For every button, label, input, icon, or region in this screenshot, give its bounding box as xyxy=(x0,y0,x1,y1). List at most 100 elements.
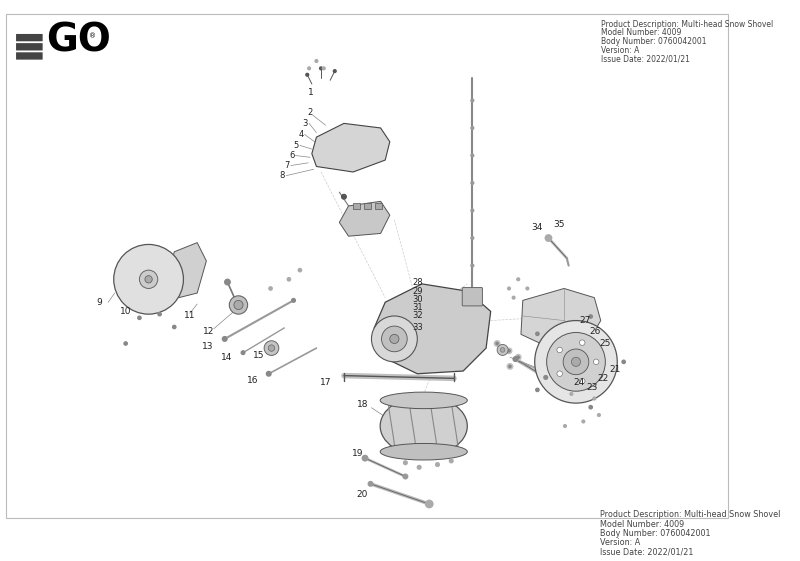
Circle shape xyxy=(570,393,573,396)
Circle shape xyxy=(507,364,513,369)
Circle shape xyxy=(515,355,521,360)
Circle shape xyxy=(582,420,585,423)
Text: 5: 5 xyxy=(294,141,299,150)
Circle shape xyxy=(471,182,474,185)
Circle shape xyxy=(225,279,230,285)
Circle shape xyxy=(403,461,407,465)
Text: 32: 32 xyxy=(412,311,422,320)
Circle shape xyxy=(390,334,399,343)
Circle shape xyxy=(298,269,302,272)
Circle shape xyxy=(471,127,474,130)
Circle shape xyxy=(579,340,585,346)
Circle shape xyxy=(509,365,511,367)
Text: Issue Date: 2022/01/21: Issue Date: 2022/01/21 xyxy=(601,54,690,63)
Circle shape xyxy=(268,345,274,351)
Circle shape xyxy=(266,371,271,376)
Text: 20: 20 xyxy=(357,490,368,499)
Circle shape xyxy=(512,296,515,299)
Text: 30: 30 xyxy=(412,295,422,304)
Circle shape xyxy=(124,342,127,345)
Circle shape xyxy=(536,388,539,392)
Circle shape xyxy=(517,356,519,358)
Circle shape xyxy=(230,296,248,314)
Circle shape xyxy=(306,73,309,76)
Polygon shape xyxy=(374,284,490,374)
Text: ®: ® xyxy=(89,34,96,39)
Circle shape xyxy=(368,481,373,486)
Circle shape xyxy=(342,195,346,199)
Circle shape xyxy=(564,425,566,427)
Circle shape xyxy=(418,466,421,469)
Circle shape xyxy=(589,315,592,318)
Text: 21: 21 xyxy=(610,365,621,374)
Text: 34: 34 xyxy=(531,223,542,232)
Bar xyxy=(353,203,361,209)
Circle shape xyxy=(513,357,518,361)
Circle shape xyxy=(114,245,183,314)
Text: Version: A: Version: A xyxy=(600,538,641,547)
Circle shape xyxy=(471,154,474,157)
Text: 22: 22 xyxy=(597,374,608,383)
Circle shape xyxy=(334,70,336,72)
Circle shape xyxy=(508,350,510,352)
Circle shape xyxy=(546,333,606,391)
Circle shape xyxy=(403,474,408,479)
Circle shape xyxy=(315,59,318,62)
Circle shape xyxy=(563,349,589,375)
Circle shape xyxy=(579,378,585,384)
Circle shape xyxy=(508,287,510,290)
Circle shape xyxy=(222,337,227,341)
Circle shape xyxy=(264,341,279,356)
Text: Body Number: 0760042001: Body Number: 0760042001 xyxy=(600,529,710,538)
Text: 33: 33 xyxy=(412,323,422,333)
Text: 2: 2 xyxy=(307,108,313,117)
Circle shape xyxy=(546,235,552,241)
Polygon shape xyxy=(521,288,601,348)
Text: 13: 13 xyxy=(202,342,214,351)
Circle shape xyxy=(292,298,295,302)
Circle shape xyxy=(471,237,474,240)
Text: 18: 18 xyxy=(357,401,368,410)
Circle shape xyxy=(534,320,618,403)
Circle shape xyxy=(173,325,176,329)
Text: 6: 6 xyxy=(289,151,294,160)
FancyBboxPatch shape xyxy=(16,52,42,59)
Circle shape xyxy=(557,371,562,376)
Text: 31: 31 xyxy=(412,304,422,312)
Text: 25: 25 xyxy=(600,339,611,348)
FancyBboxPatch shape xyxy=(16,43,42,50)
Text: 29: 29 xyxy=(412,287,422,296)
Polygon shape xyxy=(167,242,206,298)
Text: 15: 15 xyxy=(253,351,264,360)
FancyBboxPatch shape xyxy=(16,34,42,42)
Text: Product Description: Multi-head Snow Shovel: Product Description: Multi-head Snow Sho… xyxy=(601,20,773,29)
Circle shape xyxy=(308,67,310,70)
Text: 11: 11 xyxy=(184,311,196,320)
Text: Model Number: 4009: Model Number: 4009 xyxy=(600,519,685,528)
Circle shape xyxy=(497,344,508,356)
Text: 7: 7 xyxy=(284,161,290,170)
Ellipse shape xyxy=(380,396,467,456)
Text: 23: 23 xyxy=(586,383,598,392)
Circle shape xyxy=(382,326,407,352)
Circle shape xyxy=(450,459,453,463)
Text: 12: 12 xyxy=(203,327,215,336)
Circle shape xyxy=(589,406,592,409)
Text: 26: 26 xyxy=(590,327,601,336)
Circle shape xyxy=(436,463,439,466)
Text: 17: 17 xyxy=(320,378,331,387)
Circle shape xyxy=(506,348,512,353)
Circle shape xyxy=(139,270,158,288)
Circle shape xyxy=(471,99,474,102)
Circle shape xyxy=(526,287,529,290)
Circle shape xyxy=(544,376,547,379)
Circle shape xyxy=(517,278,519,280)
Text: 28: 28 xyxy=(412,278,422,287)
Bar xyxy=(364,203,371,209)
Circle shape xyxy=(138,316,141,319)
Circle shape xyxy=(158,312,162,316)
Circle shape xyxy=(371,316,418,362)
Circle shape xyxy=(536,332,539,335)
Circle shape xyxy=(594,359,599,365)
Text: 16: 16 xyxy=(246,376,258,385)
